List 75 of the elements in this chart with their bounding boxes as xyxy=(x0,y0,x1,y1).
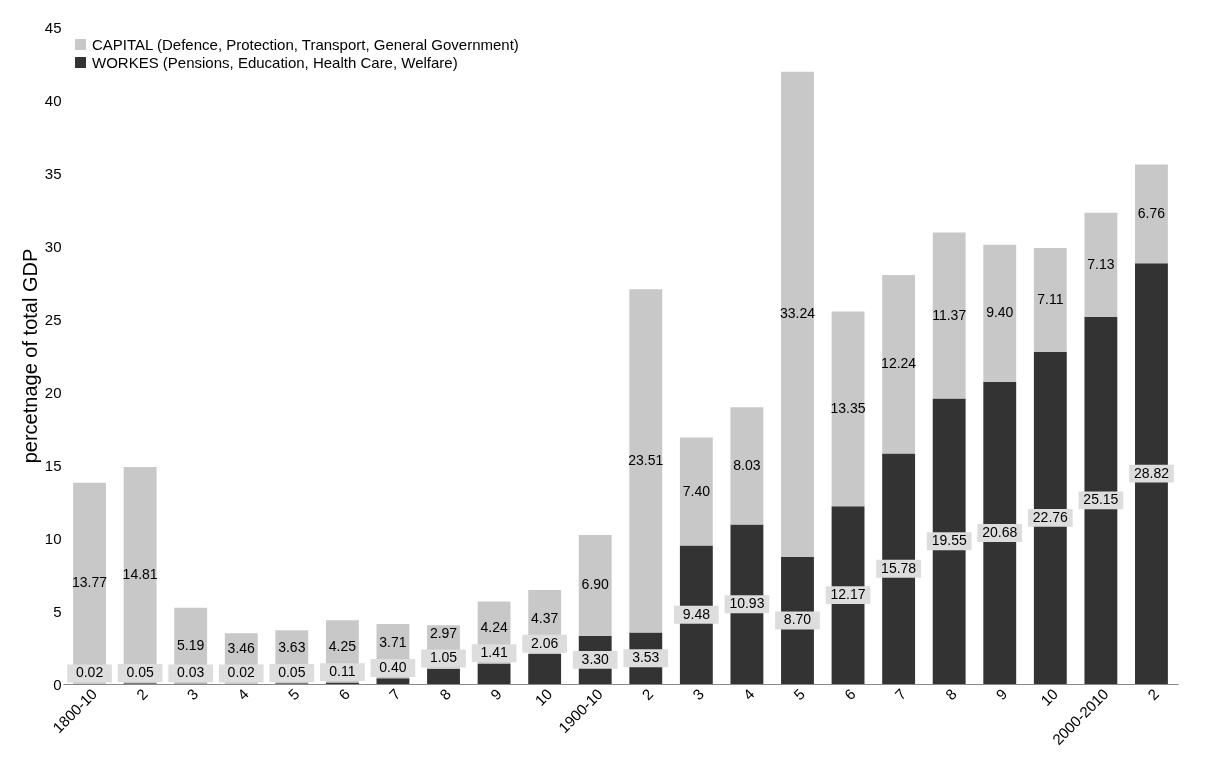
data-label: 3.30 xyxy=(581,650,610,667)
y-axis-title: percetnage of total GDP xyxy=(18,248,41,464)
x-tick-label: 2 xyxy=(1144,685,1163,704)
x-tick-label: 6 xyxy=(335,685,353,704)
data-label: 9.48 xyxy=(682,605,711,622)
data-label: 5.19 xyxy=(177,636,205,653)
data-label: 7.40 xyxy=(682,482,711,499)
data-label: 0.05 xyxy=(278,664,306,681)
data-label: 0.05 xyxy=(126,664,154,681)
data-label: 28.82 xyxy=(1133,464,1170,481)
data-label: 9.40 xyxy=(986,304,1014,321)
data-label: 12.17 xyxy=(830,586,866,603)
x-tick-label: 8 xyxy=(436,685,455,704)
data-label: 4.24 xyxy=(480,619,508,636)
x-tick-label: 5 xyxy=(790,685,809,704)
x-tick-label: 9 xyxy=(486,685,505,704)
data-label: 22.76 xyxy=(1032,508,1069,525)
data-label: 0.40 xyxy=(379,658,407,675)
data-label: 0.11 xyxy=(329,663,356,680)
data-label: 12.24 xyxy=(881,355,917,372)
data-label: 15.78 xyxy=(881,559,917,576)
data-label: 6.90 xyxy=(581,576,610,593)
x-tick-label: 3 xyxy=(183,685,202,704)
legend-label: WORKES (Pensions, Education, Health Care, Welfare) xyxy=(92,53,458,71)
y-tick-label: 45 xyxy=(44,18,62,36)
data-label: 0.03 xyxy=(177,664,205,681)
data-label: 7.13 xyxy=(1087,255,1115,272)
data-label: 25.15 xyxy=(1083,491,1119,508)
data-label: 8.03 xyxy=(733,456,761,473)
x-tick-label: 10 xyxy=(531,685,556,709)
x-tick-label: 9 xyxy=(992,685,1011,704)
data-label: 2.06 xyxy=(531,634,559,651)
data-label: 1.41 xyxy=(480,644,508,661)
data-label: 0.02 xyxy=(227,664,256,681)
data-label: 0.02 xyxy=(75,664,104,681)
x-tick-label: 5 xyxy=(284,685,303,704)
x-tick-label: 7 xyxy=(891,685,910,704)
data-label: 10.93 xyxy=(729,595,765,612)
data-label: 7.11 xyxy=(1037,290,1064,307)
data-label: 13.77 xyxy=(72,574,108,591)
x-tick-label: 7 xyxy=(385,685,404,704)
data-label: 2.97 xyxy=(429,624,458,641)
y-tick-label: 10 xyxy=(44,529,62,547)
data-label: 3.71 xyxy=(379,634,407,651)
x-tick-label: 6 xyxy=(840,685,859,704)
data-label: 19.55 xyxy=(931,532,967,549)
data-label: 13.35 xyxy=(830,399,866,416)
x-tick-label: 4 xyxy=(233,685,252,704)
data-label: 1.05 xyxy=(429,649,458,666)
y-tick-label: 15 xyxy=(44,456,62,474)
data-label: 14.81 xyxy=(122,566,158,583)
y-tick-label: 35 xyxy=(44,164,62,182)
y-tick-label: 20 xyxy=(44,383,62,401)
data-label: 11.37 xyxy=(932,306,967,323)
data-label: 23.51 xyxy=(628,451,664,468)
x-tick-label: 2 xyxy=(132,685,151,704)
y-tick-label: 40 xyxy=(44,91,62,109)
y-tick-label: 5 xyxy=(53,602,62,620)
data-label: 4.37 xyxy=(531,609,559,626)
x-tick-label: 8 xyxy=(941,685,960,704)
x-tick-label: 2 xyxy=(638,685,657,704)
data-label: 33.24 xyxy=(779,305,816,322)
data-label: 6.76 xyxy=(1137,204,1166,221)
data-label: 8.70 xyxy=(783,611,812,628)
legend-label: CAPITAL (Defence, Protection, Transport, General Government) xyxy=(92,35,519,53)
y-tick-label: 30 xyxy=(44,237,62,255)
y-tick-label: 25 xyxy=(44,310,62,328)
x-tick-label: 4 xyxy=(739,685,758,704)
x-tick-label: 3 xyxy=(689,685,707,704)
data-label: 3.63 xyxy=(278,639,306,656)
data-label: 20.68 xyxy=(982,524,1018,541)
data-label: 3.53 xyxy=(632,649,660,666)
y-tick-label: 0 xyxy=(53,675,62,693)
data-label: 4.25 xyxy=(328,638,357,655)
data-label: 3.46 xyxy=(227,639,256,656)
